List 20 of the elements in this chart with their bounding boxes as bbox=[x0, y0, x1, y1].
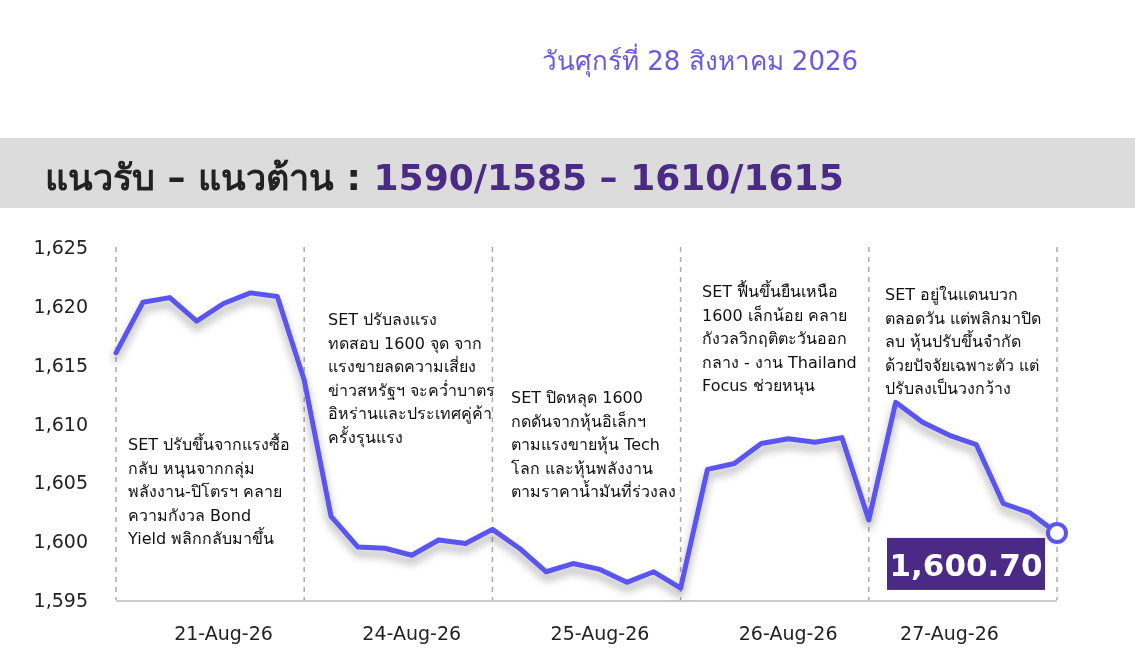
x-tick-label: 21-Aug-26 bbox=[174, 622, 273, 644]
y-tick-label: 1,605 bbox=[33, 471, 88, 494]
chart-title: แนวรับ – แนวต้าน : 1590/1585 – 1610/1615 bbox=[45, 157, 844, 198]
y-tick-label: 1,625 bbox=[33, 236, 88, 258]
y-tick-label: 1,620 bbox=[33, 294, 88, 317]
y-tick-label: 1,610 bbox=[33, 412, 88, 435]
y-tick-label: 1,615 bbox=[33, 353, 88, 376]
x-tick-label: 25-Aug-26 bbox=[550, 622, 650, 644]
annotation: 1,600.70 bbox=[889, 546, 1043, 583]
x-tick-label: 26-Aug-26 bbox=[738, 622, 838, 644]
x-tick-label: 27-Aug-26 bbox=[900, 622, 999, 644]
annotation: SET ปรับลงแรง ทดสอบ 1600 จุด จาก แรงขายลดความเสี่ยง ข่าวสหรัฐฯ จะคว่ำบาตร อิหร่านและประเทศคู่ค้า ครั้งรุนแรง bbox=[328, 310, 496, 448]
chart-subtitle: วันศุกร์ที่ 28 สิงหาคม 2026 bbox=[541, 43, 859, 77]
annotation: SET อยู่ในแดนบวก ตลอดวัน แต่พลิกมาปิด ลบ หุ้นปรับขึ้นจำกัด ด้วยปัจจัยเฉพาะตัว แต่ ปรับลงเป็นวงกว้าง bbox=[885, 285, 1042, 398]
y-tick-label: 1,595 bbox=[33, 589, 88, 611]
annotation: SET ฟื้นขึ้นยืนเหนือ 1600 เล็กน้อย คลาย กังวลวิกฤติตะวันออก กลาง - งาน Thailand Focus ช่วยหนุน bbox=[702, 280, 857, 396]
x-tick-label: 24-Aug-26 bbox=[362, 622, 462, 644]
annotation: SET ปิดหลุด 1600 กดดันจากหุ้นอิเล็กฯ ตามแรงขายหุ้น Tech โลก และหุ้นพลังงาน ตามราคาน้ำมันที่ร่วงลง bbox=[511, 388, 676, 501]
y-tick-label: 1,600 bbox=[33, 530, 88, 553]
annotation: SET ปรับขึ้นจากแรงซื้อ กลับ หนุนจากกลุ่ม พลังงาน-ปิโตรฯ คลาย ความกังวล Bond Yield พลิกกลับมาขึ้น bbox=[127, 433, 291, 548]
